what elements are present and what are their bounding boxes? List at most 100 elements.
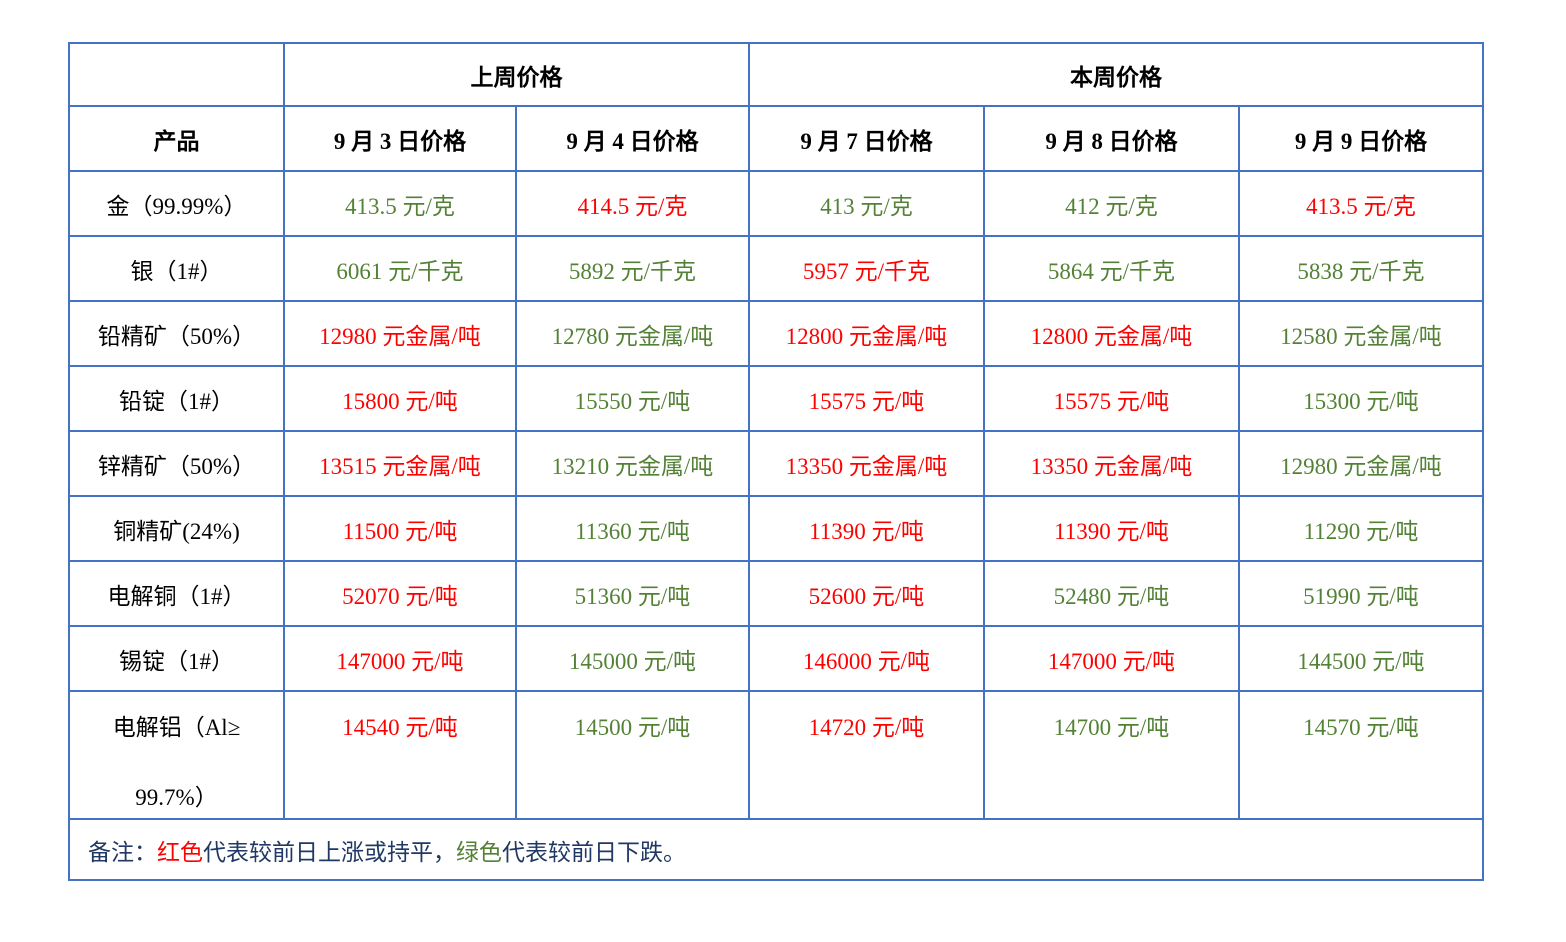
table-row-lead-ingot: 铅锭（1#） 15800 元/吨 15550 元/吨 15575 元/吨 155… [68,365,1484,432]
price-value: 145000 元/吨 [568,648,697,674]
note-row: 备注：红色代表较前日上涨或持平，绿色代表较前日下跌。 [68,818,1484,881]
price-cell: 13515 元金属/吨 [283,430,517,497]
header-this-week: 本周价格 [748,42,1484,107]
price-cell: 15575 元/吨 [983,365,1240,432]
header-column-row: 产品 9 月 3 日价格 9 月 4 日价格 9 月 7 日价格 9 月 8 日… [68,105,1484,172]
price-cell: 5864 元/千克 [983,235,1240,302]
table-row-copper-concentrate: 铜精矿(24%) 11500 元/吨 11360 元/吨 11390 元/吨 1… [68,495,1484,562]
price-cell: 12800 元金属/吨 [983,300,1240,367]
product-label: 铅锭（1#） [68,365,285,432]
price-cell: 414.5 元/克 [515,170,750,237]
price-cell: 11290 元/吨 [1238,495,1484,562]
header-date-sep8: 9 月 8 日价格 [983,105,1240,172]
price-cell: 5892 元/千克 [515,235,750,302]
product-label: 铅精矿（50%） [68,300,285,367]
header-date-sep3: 9 月 3 日价格 [283,105,517,172]
price-cell: 11500 元/吨 [283,495,517,562]
price-cell: 146000 元/吨 [748,625,985,692]
price-cell: 12780 元金属/吨 [515,300,750,367]
product-label: 铜精矿(24%) [68,495,285,562]
price-cell: 145000 元/吨 [515,625,750,692]
table-row-silver: 银（1#） 6061 元/千克 5892 元/千克 5957 元/千克 5864… [68,235,1484,302]
price-value: 11390 元/吨 [1054,518,1169,544]
header-date-sep4: 9 月 4 日价格 [515,105,750,172]
table-row-zinc-concentrate: 锌精矿（50%） 13515 元金属/吨 13210 元金属/吨 13350 元… [68,430,1484,497]
table-row-lead-concentrate: 铅精矿（50%） 12980 元金属/吨 12780 元金属/吨 12800 元… [68,300,1484,367]
legend-note: 备注：红色代表较前日上涨或持平，绿色代表较前日下跌。 [68,818,1484,881]
price-value: 413 元/克 [820,193,913,219]
price-cell: 51360 元/吨 [515,560,750,627]
metal-price-table-container: 上周价格 本周价格 产品 9 月 3 日价格 9 月 4 日价格 9 月 7 日… [68,42,1484,881]
price-value: 147000 元/吨 [336,648,464,674]
metal-price-table: 上周价格 本周价格 产品 9 月 3 日价格 9 月 4 日价格 9 月 7 日… [68,42,1484,881]
price-value: 13210 元金属/吨 [551,453,714,479]
price-value: 412 元/克 [1065,193,1158,219]
note-prefix: 备注： [88,839,157,865]
price-cell: 52070 元/吨 [283,560,517,627]
note-red-word: 红色 [157,839,203,865]
price-cell: 52480 元/吨 [983,560,1240,627]
price-cell: 52600 元/吨 [748,560,985,627]
price-value: 413.5 元/克 [1306,193,1416,219]
price-value: 51360 元/吨 [574,583,691,609]
price-cell: 6061 元/千克 [283,235,517,302]
product-label: 锌精矿（50%） [68,430,285,497]
price-value: 146000 元/吨 [802,648,931,674]
price-value: 15300 元/吨 [1303,388,1419,414]
price-value: 14720 元/吨 [808,715,925,740]
price-value: 52600 元/吨 [808,583,925,609]
price-value: 12980 元金属/吨 [319,323,481,349]
price-cell: 15800 元/吨 [283,365,517,432]
product-label: 金（99.99%） [68,170,285,237]
note-green-word: 绿色 [456,839,502,865]
price-cell: 147000 元/吨 [983,625,1240,692]
price-value: 147000 元/吨 [1047,648,1176,674]
price-cell: 11360 元/吨 [515,495,750,562]
product-label: 锡锭（1#） [68,625,285,692]
product-label: 银（1#） [68,235,285,302]
price-cell: 12580 元金属/吨 [1238,300,1484,367]
price-cell: 11390 元/吨 [983,495,1240,562]
price-value: 14540 元/吨 [342,715,458,740]
price-cell: 14700 元/吨 [983,690,1240,820]
price-value: 12980 元金属/吨 [1280,453,1442,479]
product-label-line2: 99.7%） [135,785,218,810]
price-value: 12780 元金属/吨 [551,323,714,349]
price-value: 14700 元/吨 [1053,715,1170,740]
price-cell: 14540 元/吨 [283,690,517,820]
price-value: 5957 元/千克 [802,258,931,284]
price-value: 15575 元/吨 [808,388,925,414]
price-value: 15800 元/吨 [342,388,458,414]
header-date-sep9: 9 月 9 日价格 [1238,105,1484,172]
price-value: 12800 元金属/吨 [785,323,948,349]
price-cell: 15550 元/吨 [515,365,750,432]
price-cell: 5957 元/千克 [748,235,985,302]
price-value: 11390 元/吨 [809,518,924,544]
price-value: 13350 元金属/吨 [785,453,948,479]
price-value: 11290 元/吨 [1303,518,1419,544]
price-value: 413.5 元/克 [345,193,455,219]
price-cell: 412 元/克 [983,170,1240,237]
table-row-gold: 金（99.99%） 413.5 元/克 414.5 元/克 413 元/克 41… [68,170,1484,237]
price-cell: 413.5 元/克 [1238,170,1484,237]
product-label: 电解铝（Al≥ 99.7%） [68,690,285,820]
price-value: 414.5 元/克 [577,193,688,219]
table-row-tin-ingot: 锡锭（1#） 147000 元/吨 145000 元/吨 146000 元/吨 … [68,625,1484,692]
price-cell: 12980 元金属/吨 [283,300,517,367]
price-cell: 12980 元金属/吨 [1238,430,1484,497]
price-cell: 5838 元/千克 [1238,235,1484,302]
header-last-week: 上周价格 [283,42,750,107]
table-row-electrolytic-aluminum: 电解铝（Al≥ 99.7%） 14540 元/吨 14500 元/吨 14720… [68,690,1484,820]
price-cell: 13350 元金属/吨 [748,430,985,497]
price-cell: 15300 元/吨 [1238,365,1484,432]
price-cell: 413 元/克 [748,170,985,237]
price-value: 13515 元金属/吨 [319,453,481,479]
price-value: 14500 元/吨 [574,715,691,740]
price-cell: 13210 元金属/吨 [515,430,750,497]
price-value: 52070 元/吨 [342,583,458,609]
price-cell: 11390 元/吨 [748,495,985,562]
price-value: 12800 元金属/吨 [1030,323,1193,349]
price-value: 13350 元金属/吨 [1030,453,1193,479]
table-row-electrolytic-copper: 电解铜（1#） 52070 元/吨 51360 元/吨 52600 元/吨 52… [68,560,1484,627]
header-group-row: 上周价格 本周价格 [68,42,1484,107]
